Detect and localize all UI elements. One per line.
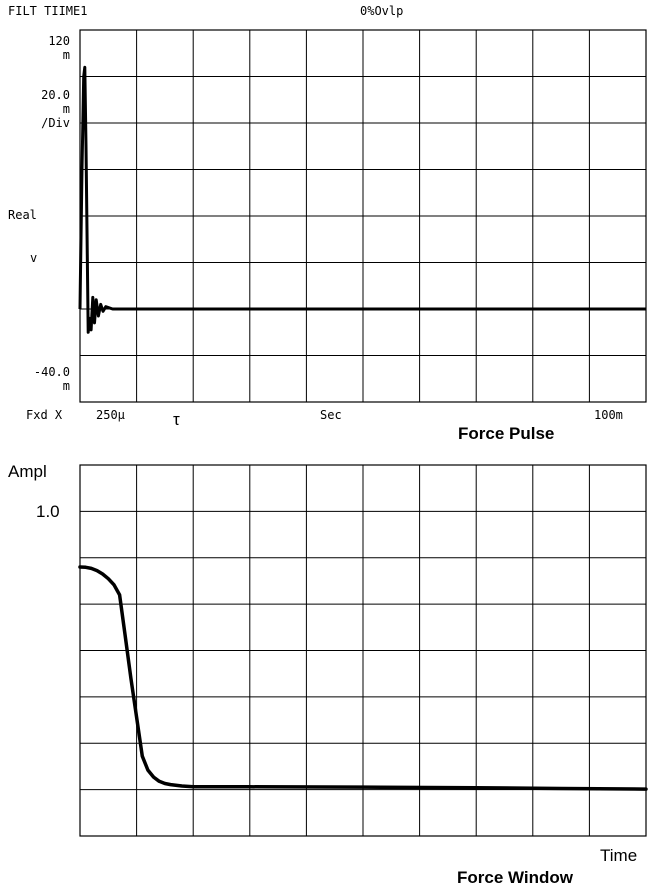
bottom-chart-caption: Force Window xyxy=(457,868,574,887)
bottom-x-label: Time xyxy=(600,846,638,865)
top-x-unit: Sec xyxy=(320,408,342,422)
force-pulse-plot-frame xyxy=(79,29,647,403)
header-left: FILT TIIME1 xyxy=(8,4,88,18)
top-y-scale-value: 20.0 xyxy=(41,88,70,102)
top-x-tau: τ xyxy=(173,410,180,429)
force-window-series xyxy=(78,565,648,791)
top-y-name: Real xyxy=(8,208,37,222)
top-y-max-unit: m xyxy=(62,48,70,62)
header-center: 0%Ovlp xyxy=(360,4,404,18)
top-x-start: 250µ xyxy=(96,408,125,422)
force-window-line xyxy=(78,565,648,791)
force-pulse-series xyxy=(78,65,646,334)
bottom-y-tick-label: 1.0 xyxy=(36,502,60,521)
top-y-min-value: -40.0 xyxy=(33,365,70,379)
top-y-unit: v xyxy=(30,251,38,265)
force-pulse-line xyxy=(78,65,646,334)
top-y-max-label: 120 m xyxy=(4,34,70,62)
top-y-scale-label: 20.0 m /Div xyxy=(4,88,70,130)
top-y-max-value: 120 xyxy=(48,34,70,48)
top-y-scale-per: /Div xyxy=(41,116,70,130)
top-y-min-unit: m xyxy=(62,379,70,393)
top-x-mode: Fxd X xyxy=(26,408,63,422)
bottom-y-label: Ampl xyxy=(8,462,47,481)
top-chart-caption: Force Pulse xyxy=(458,424,555,443)
top-x-end: 100m xyxy=(594,408,623,422)
top-y-scale-unit: m xyxy=(62,102,70,116)
force-window-plot-frame xyxy=(79,464,647,837)
top-y-min-label: -40.0 m xyxy=(4,365,70,393)
